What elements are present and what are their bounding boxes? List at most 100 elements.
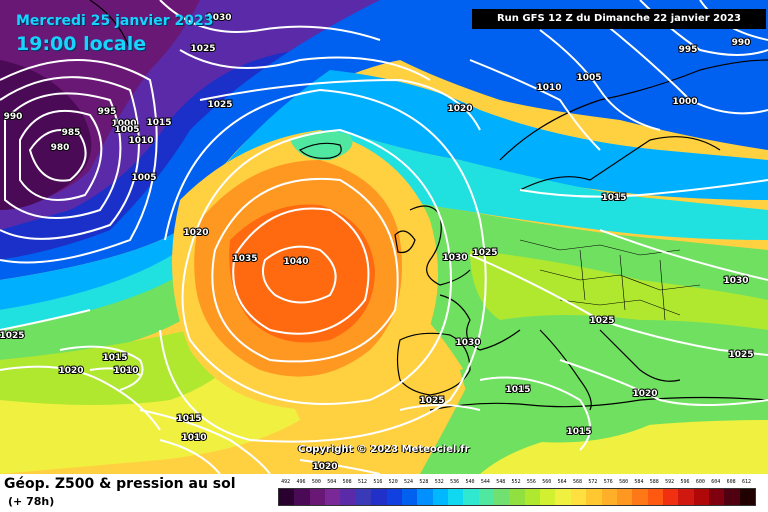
scale-swatch (601, 489, 617, 505)
isobar-label: 1020 (632, 389, 657, 399)
isobar-label: 1000 (111, 119, 136, 129)
scale-swatch (386, 489, 402, 505)
isobar-label: 990 (732, 38, 751, 48)
isobar-label: 1040 (283, 257, 308, 267)
isobar-north-1030 (159, 0, 381, 41)
isobars (0, 0, 768, 474)
isobar-label: 1030 (442, 253, 467, 263)
scale-swatch (693, 489, 710, 505)
border-europe-3 (559, 299, 681, 316)
scale-label: 580 (619, 479, 629, 485)
scale-label: 504 (327, 479, 337, 485)
valid-date: Mercredi 25 janvier 2023 (16, 13, 214, 29)
scale-label: 536 (450, 479, 460, 485)
coastline-balkans (599, 329, 681, 382)
scale-swatch (294, 489, 310, 505)
isobar-label: 1025 (589, 316, 614, 326)
scale-swatch (662, 489, 679, 505)
isobar-high-1035 (232, 207, 370, 335)
border-europe-2 (539, 269, 701, 291)
isobar-europe-1025a (469, 254, 768, 356)
isobar-high-1040 (262, 245, 337, 304)
isobar-label: 1015 (566, 427, 591, 437)
isobar-label: 1005 (576, 73, 601, 83)
scale-swatch (463, 489, 479, 505)
isobar-label: 1010 (181, 433, 206, 443)
scale-swatch (417, 489, 433, 505)
isobar-low-core (28, 129, 87, 182)
isobar-ne-1005 (539, 29, 661, 131)
border-europe-4 (579, 249, 666, 321)
scale-label: 500 (311, 479, 321, 485)
scale-label: 548 (496, 479, 506, 485)
isobar-label: 1030 (723, 276, 748, 286)
scale-label: 572 (588, 479, 598, 485)
band-green-spot (290, 131, 353, 161)
copyright-notice: Copyright © 2023 Meteociel.fr (298, 444, 470, 455)
isobar-sw-1015 (59, 345, 144, 391)
scale-label: 496 (296, 479, 306, 485)
isobar-label: 1025 (728, 350, 753, 360)
coastline-iceland (298, 142, 342, 159)
isobar-label: 1020 (58, 366, 83, 376)
isobar-label: 1010 (113, 366, 138, 376)
scale-swatch (570, 489, 587, 505)
scale-swatch (355, 489, 372, 505)
band-dark-orange (229, 204, 375, 343)
scale-label: 560 (542, 479, 552, 485)
isobar-label: 1015 (146, 118, 171, 128)
scale-swatch (340, 489, 356, 505)
band-yellow-africa (480, 420, 768, 474)
scale-swatch (524, 489, 541, 505)
scale-swatch (724, 489, 740, 505)
isobar-label: 1010 (128, 136, 153, 146)
color-scale-labels: 492 496 500 504 508 512 516 520 524 528 532 536 540 5… (278, 476, 754, 488)
scale-label: 524 (404, 479, 414, 485)
isobar-label: 1025 (207, 100, 232, 110)
forecast-lead-time: (+ 78h) (8, 495, 55, 508)
isobar-label: 1005 (131, 173, 156, 183)
coastline-france (439, 294, 521, 351)
isobar-label: 1025 (190, 44, 215, 54)
scale-swatch (555, 489, 571, 505)
coastline-north-africa (429, 396, 768, 411)
isobar-label: 1015 (102, 353, 127, 363)
scale-swatch (678, 489, 694, 505)
isobar-labels: 1030102599098598099510001005101010151005… (0, 12, 755, 473)
isobar-low-2 (19, 109, 103, 201)
isobar-ne-1000 (599, 19, 768, 115)
scale-swatch (309, 489, 326, 505)
scale-label: 512 (357, 479, 367, 485)
isobar-south-1020 (299, 459, 381, 474)
border-europe-1 (519, 239, 681, 256)
borders (519, 239, 701, 321)
scale-swatch (616, 489, 633, 505)
scale-label: 584 (634, 479, 644, 485)
scale-label: 588 (649, 479, 659, 485)
valid-local-time: 19:00 locale (16, 33, 147, 55)
isobar-north-1020 (199, 78, 481, 131)
isobar-south-1015 (139, 409, 271, 474)
weather-map: 1030 1025 990 985 980 995 1000 1005 1010 1015 1005… (0, 0, 768, 474)
scale-label: 508 (342, 479, 352, 485)
isobar-label: 1000 (672, 97, 697, 107)
isobar-label: 1025 (472, 248, 497, 258)
scale-label: 592 (665, 479, 675, 485)
scale-label: 612 (741, 479, 751, 485)
scale-label: 540 (465, 479, 475, 485)
scale-label: 552 (511, 479, 521, 485)
band-blue (0, 0, 768, 280)
band-light-blue (0, 70, 768, 310)
isobar-label: 1015 (601, 193, 626, 203)
isobar-label: 1020 (183, 228, 208, 238)
band-lime (470, 250, 768, 330)
scale-label: 532 (434, 479, 444, 485)
isobar-europe-1030 (599, 229, 768, 281)
scale-label: 608 (726, 479, 736, 485)
isobar-label: 1005 (114, 125, 139, 135)
scale-swatch (279, 489, 295, 505)
isobar-high-1020 (159, 88, 487, 443)
isobar-sw-1010 (89, 367, 141, 376)
isobar-high-1025 (181, 128, 452, 405)
scale-label: 568 (572, 479, 583, 485)
